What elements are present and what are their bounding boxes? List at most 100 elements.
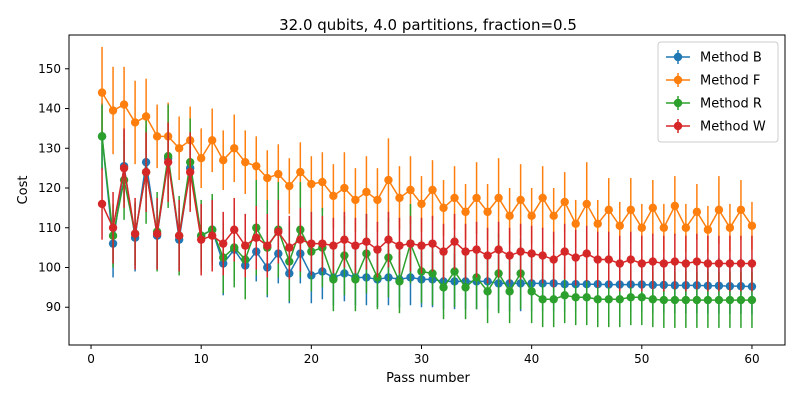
data-point: [593, 219, 602, 228]
data-point: [241, 241, 250, 250]
legend-label: Method F: [700, 74, 760, 89]
data-point: [461, 247, 470, 256]
data-point: [97, 88, 107, 97]
data-point: [736, 205, 746, 215]
data-point: [549, 295, 558, 304]
data-point: [681, 295, 691, 305]
data-point: [483, 207, 492, 217]
data-point: [307, 239, 316, 248]
data-point: [538, 193, 547, 203]
data-point: [714, 205, 724, 215]
y-axis-title: Cost: [16, 176, 31, 205]
data-point: [384, 235, 393, 244]
data-point: [119, 163, 129, 173]
legend-item: Method B: [666, 50, 762, 66]
data-point: [417, 241, 426, 250]
legend-marker: [673, 75, 683, 85]
chart-title: 32.0 qubits, 4.0 partitions, fraction=0.…: [279, 16, 577, 34]
data-point: [428, 269, 437, 278]
data-point: [130, 118, 140, 127]
data-point: [263, 241, 272, 250]
y-tick-label: 100: [38, 261, 61, 275]
data-point: [626, 255, 635, 264]
data-point: [285, 243, 294, 252]
data-point: [406, 185, 415, 195]
data-point: [174, 144, 184, 153]
data-point: [219, 239, 228, 248]
data-point: [604, 295, 613, 304]
data-point: [274, 227, 283, 236]
data-point: [384, 175, 393, 185]
data-point: [395, 277, 404, 286]
data-point: [637, 259, 646, 268]
data-point: [428, 185, 437, 195]
data-point: [582, 249, 591, 258]
data-point: [670, 257, 680, 266]
x-tick-label: 30: [414, 352, 429, 366]
data-point: [439, 203, 448, 213]
data-point: [185, 167, 195, 177]
data-point: [428, 239, 437, 248]
data-point: [274, 169, 283, 179]
data-point: [648, 203, 658, 213]
data-point: [670, 295, 680, 305]
data-point: [340, 183, 349, 193]
data-point: [461, 283, 470, 292]
data-point: [119, 100, 129, 109]
data-point: [582, 199, 591, 209]
x-tick-label: 60: [744, 352, 759, 366]
x-tick-label: 20: [304, 352, 319, 366]
data-point: [604, 205, 613, 215]
legend-box: [657, 41, 779, 143]
data-point: [196, 154, 206, 163]
plot-frame: [68, 34, 786, 346]
x-axis-title: Pass number: [386, 371, 470, 386]
data-point: [615, 221, 624, 230]
data-point: [516, 195, 525, 205]
data-point: [516, 247, 525, 256]
data-point: [505, 287, 514, 296]
y-tick-label: 130: [38, 141, 61, 155]
data-point: [450, 237, 459, 246]
data-point: [318, 239, 327, 248]
data-point: [725, 259, 735, 268]
data-point: [483, 287, 492, 296]
data-point: [714, 259, 724, 268]
data-point: [296, 167, 305, 177]
data-point: [395, 193, 404, 203]
legend-marker: [673, 52, 683, 62]
data-point: [505, 211, 514, 221]
data-point: [395, 241, 404, 250]
data-point: [318, 177, 327, 187]
data-point: [483, 251, 492, 260]
data-point: [549, 255, 558, 264]
y-tick-label: 120: [38, 181, 61, 195]
legend-marker: [673, 121, 683, 131]
data-point: [340, 235, 349, 244]
data-point: [648, 257, 658, 266]
data-point: [703, 259, 713, 268]
data-point: [307, 179, 316, 189]
data-point: [703, 225, 713, 234]
data-point: [141, 112, 151, 121]
data-point: [527, 287, 536, 296]
data-point: [163, 157, 173, 167]
data-point: [97, 199, 107, 209]
legend-item: Method F: [666, 73, 760, 89]
data-point: [494, 245, 503, 254]
data-point: [659, 223, 669, 232]
error-bars: [101, 104, 753, 328]
data-point: [736, 259, 746, 268]
data-point: [538, 295, 547, 304]
data-point: [747, 259, 757, 268]
data-point: [329, 275, 338, 284]
data-point: [174, 231, 184, 240]
data-point: [208, 231, 217, 240]
data-point: [351, 275, 360, 284]
data-point: [637, 293, 646, 302]
legend-label: Method R: [700, 97, 762, 112]
data-point: [439, 247, 448, 256]
legend-label: Method B: [700, 51, 762, 66]
data-point: [152, 132, 162, 141]
y-tick-label: 110: [38, 221, 61, 235]
